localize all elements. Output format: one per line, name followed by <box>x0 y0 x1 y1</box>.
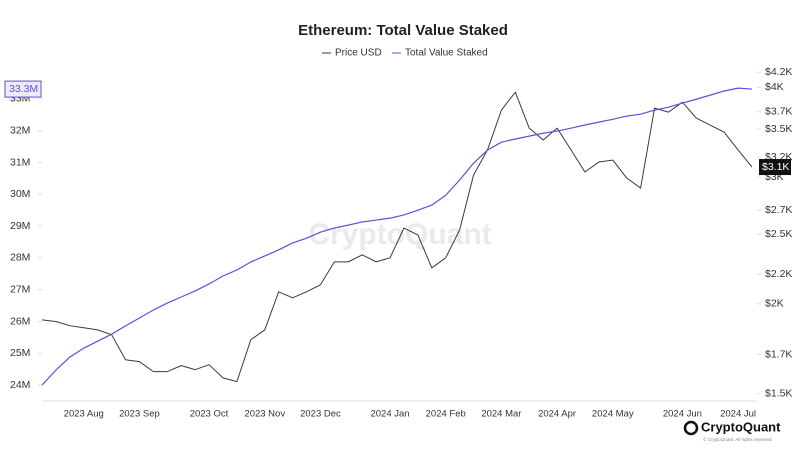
y-tick-label: 29M <box>10 220 30 232</box>
legend-label: Price USD <box>335 48 382 59</box>
x-tick-label: 2024 May <box>592 409 634 420</box>
y2-tick-label: $4.2K <box>765 66 792 78</box>
y2-tick-label: $4K <box>765 81 784 93</box>
x-tick-label: 2023 Sep <box>119 409 160 420</box>
y2-tick-label: $3.5K <box>765 123 792 135</box>
y-tick-label: 25M <box>10 347 30 359</box>
line-series <box>41 91 753 383</box>
copyright: © CryptoQuant. All rights reserved. <box>703 436 773 442</box>
x-tick-label: 2024 Apr <box>538 409 576 420</box>
y2-tick-label: $3.7K <box>765 106 792 118</box>
y-tick-label: 30M <box>10 188 30 200</box>
y-tick-label: 24M <box>10 379 30 391</box>
y-tick-label: 31M <box>10 156 30 168</box>
legend-label: Total Value Staked <box>405 48 488 59</box>
brand-logo <box>683 420 699 436</box>
x-tick-label: 2024 Mar <box>481 409 521 420</box>
x-tick-label: 2024 Jul <box>720 409 756 420</box>
y-tick-label: 27M <box>10 283 30 295</box>
y-tick-label: 26M <box>10 315 30 327</box>
last-value-badge <box>759 159 791 176</box>
y2-tick-label: $1.7K <box>765 348 792 360</box>
line-series <box>41 87 753 386</box>
x-tick-label: 2024 Jan <box>370 409 409 420</box>
last-value-label: 33.3M <box>9 83 38 95</box>
watermark: CryptoQuant <box>308 218 491 251</box>
x-tick-label: 2023 Aug <box>64 409 104 420</box>
brand: CryptoQuant <box>701 419 781 434</box>
last-value-label: $3.1K <box>762 161 789 173</box>
x-tick-label: 2024 Jun <box>663 409 702 420</box>
y-tick-label: 28M <box>10 252 30 264</box>
y-tick-label: 32M <box>10 125 30 137</box>
y2-tick-label: $1.5K <box>765 387 792 399</box>
x-tick-label: 2023 Oct <box>190 409 229 420</box>
x-tick-label: 2023 Dec <box>300 409 341 420</box>
x-tick-label: 2024 Feb <box>426 409 466 420</box>
y2-tick-label: $2.5K <box>765 228 792 240</box>
y2-tick-label: $2K <box>765 298 784 310</box>
last-value-badge <box>4 80 42 98</box>
y2-tick-label: $2.7K <box>765 204 792 216</box>
y2-tick-label: $2.2K <box>765 268 792 280</box>
chart-title: Ethereum: Total Value Staked <box>298 22 508 39</box>
x-tick-label: 2023 Nov <box>244 409 285 420</box>
